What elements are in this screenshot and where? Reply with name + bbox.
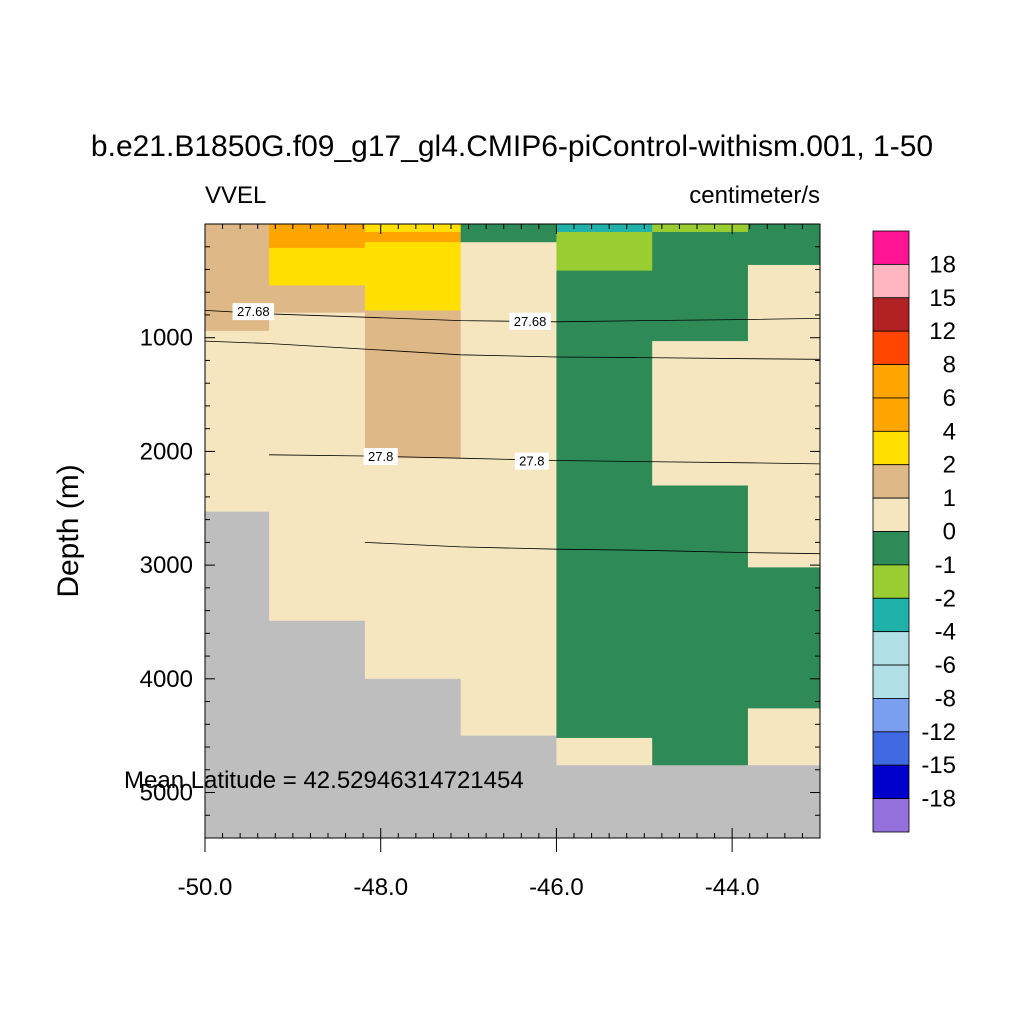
colorbar-swatch bbox=[872, 798, 910, 833]
heatmap-cells bbox=[205, 224, 821, 839]
heatmap-cell bbox=[652, 341, 749, 487]
land-mask-cell bbox=[269, 620, 366, 839]
plot-frame bbox=[204, 223, 821, 839]
contour-label-box bbox=[514, 452, 549, 470]
heatmap-cell bbox=[556, 270, 653, 739]
x-tick-label: -48.0 bbox=[353, 874, 408, 901]
heatmap-cell bbox=[747, 224, 821, 266]
land-mask-cell bbox=[460, 735, 557, 839]
heatmap-cell bbox=[652, 485, 749, 766]
contour-label: 27.68 bbox=[514, 314, 547, 329]
contour-line bbox=[364, 542, 821, 555]
colorbar-label: 15 bbox=[929, 285, 956, 312]
contour-label-box bbox=[363, 448, 398, 466]
colorbar-label: -12 bbox=[921, 719, 956, 746]
contour-label: 27.68 bbox=[237, 304, 270, 319]
contour-label-box bbox=[232, 303, 275, 321]
colorbar-label: 18 bbox=[929, 251, 956, 278]
colorbar-label: 1 bbox=[943, 485, 956, 512]
colorbar-swatch bbox=[872, 464, 910, 499]
heatmap-cell bbox=[556, 231, 653, 272]
heatmap-cell bbox=[460, 224, 557, 243]
heatmap-cell bbox=[364, 231, 462, 243]
heatmap-cell bbox=[269, 224, 366, 249]
heatmap-cell bbox=[652, 224, 749, 233]
colorbar-swatch bbox=[872, 397, 910, 432]
mean-latitude-annotation: Mean Latitude = 42.52946314721454 bbox=[124, 767, 524, 794]
colorbar-swatch bbox=[872, 631, 910, 666]
heatmap-cell bbox=[364, 224, 462, 233]
heatmap-cell bbox=[269, 247, 366, 286]
heatmap-cell bbox=[364, 242, 462, 311]
heatmap-cell bbox=[652, 231, 749, 342]
colorbar-label: -6 bbox=[935, 652, 956, 679]
colorbar-label: 8 bbox=[943, 352, 956, 379]
heatmap-cell bbox=[556, 737, 653, 766]
colorbar-swatch bbox=[872, 731, 910, 766]
y-tick-label: 1000 bbox=[140, 325, 193, 352]
colorbar-label: 12 bbox=[929, 318, 956, 345]
y-axis-label: Depth (m) bbox=[52, 464, 85, 597]
y-tick-label: 2000 bbox=[140, 438, 193, 465]
heatmap-cell bbox=[556, 224, 653, 233]
colorbar-swatch bbox=[872, 263, 910, 299]
colorbar-swatch bbox=[872, 364, 910, 399]
contour-label-box bbox=[509, 312, 551, 330]
x-tick-label: -46.0 bbox=[529, 874, 584, 901]
contour-line bbox=[204, 340, 821, 360]
colorbar-swatch bbox=[872, 230, 910, 265]
heatmap-cell bbox=[205, 224, 270, 284]
colorbar-label: -2 bbox=[935, 585, 956, 612]
colorbar-label: 6 bbox=[943, 385, 956, 412]
colorbar-label: -1 bbox=[935, 552, 956, 579]
colorbar: 18 15 12 8 6 4 2 1 0 -1 -2 -4 -6 -8 -12 -15 -18 bbox=[872, 230, 956, 833]
heatmap-cell bbox=[205, 330, 270, 513]
y-tick-label: 4000 bbox=[140, 666, 193, 693]
land-mask-cell bbox=[747, 765, 821, 839]
colorbar-swatch bbox=[872, 664, 910, 699]
colorbar-swatch bbox=[872, 564, 910, 599]
colorbar-swatch bbox=[872, 597, 910, 633]
colorbar-swatch bbox=[872, 531, 910, 566]
colorbar-swatch bbox=[872, 764, 910, 800]
colorbar-swatch bbox=[872, 330, 910, 365]
land-mask-cell bbox=[205, 511, 270, 839]
colorbar-label: -4 bbox=[935, 619, 956, 646]
variable-label: VVEL bbox=[205, 182, 266, 209]
colorbar-label: 0 bbox=[943, 519, 956, 546]
contour-label: 27.8 bbox=[519, 454, 544, 469]
heatmap-cell bbox=[269, 285, 366, 314]
colorbar-label: -8 bbox=[935, 685, 956, 712]
x-tick-label: -44.0 bbox=[705, 874, 760, 901]
land-mask-cell bbox=[652, 765, 749, 839]
colorbar-swatch bbox=[872, 497, 910, 532]
y-tick-label: 3000 bbox=[140, 552, 193, 579]
y-axis: 1000 2000 3000 4000 5000 bbox=[140, 246, 820, 839]
contour-label: 27.8 bbox=[368, 449, 393, 464]
colorbar-label: 2 bbox=[943, 452, 956, 479]
land-mask-cell bbox=[556, 765, 653, 839]
plot-border bbox=[204, 223, 821, 839]
heatmap-cell bbox=[364, 310, 462, 459]
colorbar-swatch bbox=[872, 297, 910, 332]
colorbar-label: -15 bbox=[921, 752, 956, 779]
colorbar-swatch bbox=[872, 430, 910, 466]
units-label: centimeter/s bbox=[689, 182, 820, 209]
contour-line bbox=[204, 310, 821, 323]
heatmap-cell bbox=[747, 264, 821, 568]
chart-title: b.e21.B1850G.f09_g17_gl4.CMIP6-piControl… bbox=[91, 130, 933, 163]
heatmap-cell bbox=[364, 458, 462, 680]
x-tick-label: -50.0 bbox=[178, 874, 233, 901]
colorbar-swatch bbox=[872, 698, 910, 733]
heatmap-cell bbox=[747, 567, 821, 709]
heatmap-cell bbox=[747, 708, 821, 766]
heatmap-cell bbox=[269, 312, 366, 622]
y-tick-label: 5000 bbox=[140, 780, 193, 807]
x-axis: -50.0 -48.0 -46.0 -44.0 bbox=[178, 224, 821, 901]
land-mask-cell bbox=[364, 678, 462, 839]
colorbar-label: 4 bbox=[943, 418, 956, 445]
colorbar-label: -18 bbox=[921, 786, 956, 813]
contour-lines: 27.68 27.68 27.8 27.8 bbox=[204, 303, 821, 555]
